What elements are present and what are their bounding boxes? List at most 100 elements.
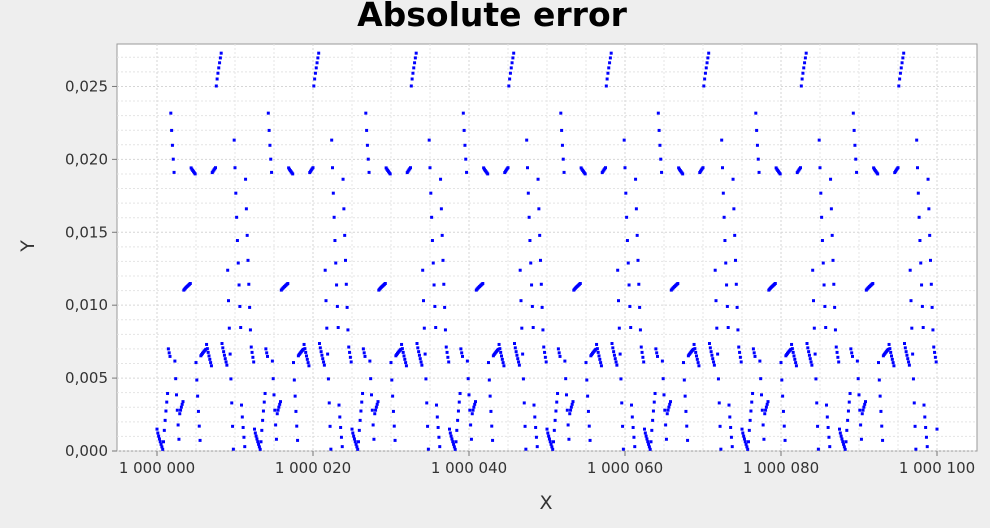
data-point (736, 328, 740, 332)
data-point (790, 342, 794, 346)
data-point (500, 354, 503, 358)
data-point (556, 347, 560, 351)
data-point (858, 408, 862, 412)
data-point (248, 305, 252, 309)
data-point (496, 347, 500, 351)
data-point (209, 361, 213, 365)
data-point (880, 424, 884, 428)
data-point (692, 342, 696, 346)
data-point (402, 354, 406, 358)
data-point (890, 357, 894, 361)
data-point (509, 66, 513, 70)
data-point (346, 328, 350, 332)
data-point (749, 409, 753, 413)
data-point (852, 128, 856, 132)
data-point (258, 447, 262, 451)
data-point (197, 424, 201, 428)
data-point (361, 391, 365, 395)
data-point (519, 299, 523, 303)
data-point (234, 191, 238, 195)
data-point (738, 350, 742, 354)
data-point (707, 51, 711, 55)
data-point (344, 282, 348, 286)
data-point (370, 408, 374, 412)
data-point (214, 166, 217, 170)
data-point (275, 412, 279, 416)
data-point (506, 166, 510, 170)
data-point (534, 425, 538, 429)
data-point (371, 423, 375, 427)
data-point (568, 412, 572, 416)
data-point (840, 437, 844, 441)
data-point (488, 394, 492, 398)
data-point (530, 283, 534, 287)
data-point (276, 408, 280, 412)
data-point (255, 437, 259, 441)
data-point (766, 400, 770, 404)
data-point (799, 166, 802, 170)
data-point (552, 440, 555, 444)
data-point (695, 354, 698, 358)
data-point (651, 418, 655, 422)
data-point (311, 166, 315, 170)
data-point (830, 233, 834, 237)
data-point (502, 364, 506, 368)
data-point (876, 172, 880, 176)
data-point (641, 355, 645, 359)
data-point (155, 427, 159, 431)
data-point (594, 347, 598, 351)
data-point (920, 283, 924, 287)
data-point (252, 360, 256, 364)
data-point (462, 128, 466, 132)
data-point (348, 355, 352, 359)
data-point (542, 345, 546, 349)
data-point (616, 268, 620, 272)
data-point (515, 353, 519, 357)
data-point (584, 361, 588, 365)
data-point (904, 350, 908, 354)
plot-area (116, 43, 978, 452)
data-point (606, 71, 610, 75)
data-point (172, 170, 176, 174)
data-point (708, 342, 711, 346)
data-point (266, 111, 270, 115)
x-tick-label: 1 000 080 (743, 459, 819, 477)
data-point (268, 143, 272, 147)
data-point (198, 438, 202, 442)
data-point (916, 166, 919, 170)
data-point (643, 427, 646, 431)
data-point (903, 342, 906, 346)
data-point (747, 440, 750, 444)
x-tick-label: 1 000 100 (899, 459, 975, 477)
data-point (861, 408, 865, 412)
data-point (728, 415, 732, 419)
data-point (755, 143, 759, 147)
data-point (735, 305, 739, 309)
data-point (831, 258, 835, 262)
data-point (599, 361, 603, 365)
data-point (277, 405, 281, 409)
data-point (612, 350, 616, 354)
data-point (642, 360, 646, 364)
data-point (448, 427, 451, 431)
data-point (445, 350, 449, 354)
data-point (686, 438, 690, 442)
data-point (554, 409, 558, 413)
data-point (807, 350, 811, 354)
data-point (518, 268, 522, 272)
data-point (646, 440, 650, 444)
data-point (222, 353, 226, 357)
data-point (501, 361, 505, 365)
data-point (753, 354, 757, 358)
data-point (235, 239, 239, 243)
data-point (897, 84, 901, 88)
data-point (339, 425, 343, 429)
data-point (781, 394, 785, 398)
data-point (779, 361, 783, 365)
data-point (450, 437, 454, 441)
data-point (196, 394, 200, 398)
data-point (452, 442, 456, 446)
data-point (634, 177, 638, 181)
data-point (376, 400, 380, 404)
data-point (724, 261, 728, 265)
